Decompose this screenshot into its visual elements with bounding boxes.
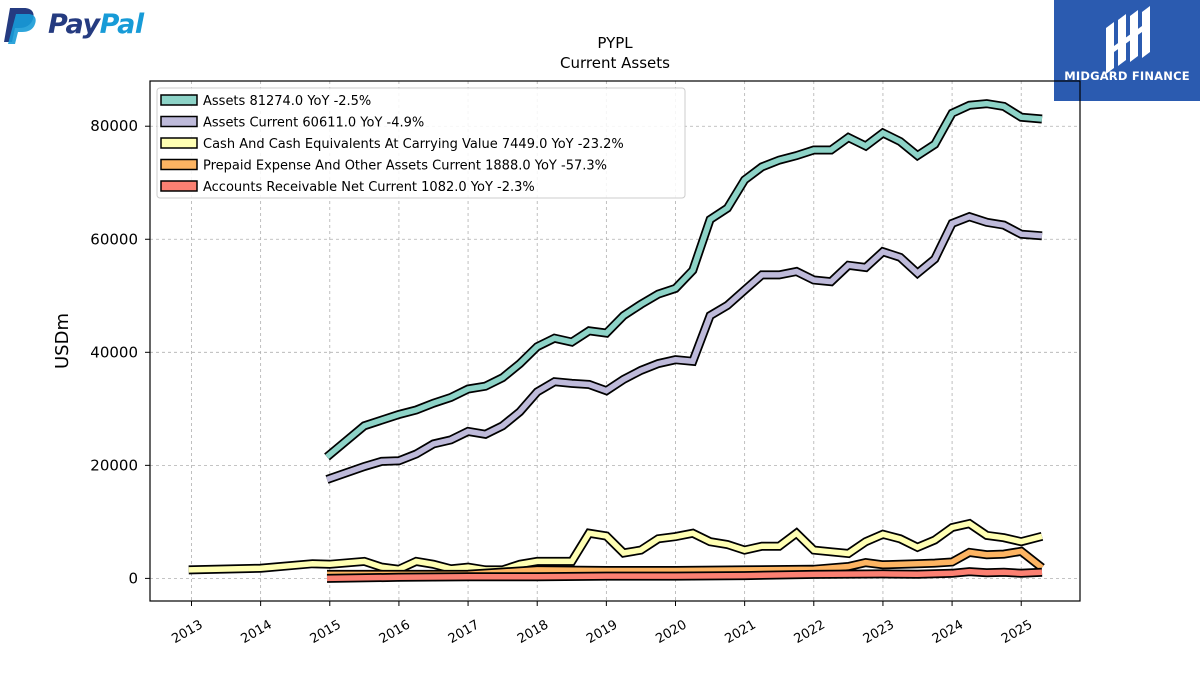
series-line-2 xyxy=(188,520,1043,573)
chart-subtitle: Current Assets xyxy=(560,54,670,72)
y-axis-label: USDm xyxy=(52,313,73,369)
legend-swatch xyxy=(160,94,198,106)
plot-frame xyxy=(149,80,1081,602)
legend-entry-label: Assets 81274.0 YoY -2.5% xyxy=(203,94,371,109)
chart-title: PYPL xyxy=(597,34,633,52)
paypal-logo-text-pay: Pay xyxy=(48,9,100,40)
x-tick-label: 2025 xyxy=(999,617,1035,647)
y-tick-label: 60000 xyxy=(90,230,138,248)
legend-swatch xyxy=(160,180,198,192)
legend-entry-label: Assets Current 60611.0 YoY -4.9% xyxy=(203,116,424,131)
midgard-finance-text: MIDGARD FINANCE xyxy=(1064,69,1190,83)
y-tick-label: 20000 xyxy=(90,456,138,474)
legend-swatch xyxy=(160,137,198,149)
x-tick-label: 2020 xyxy=(653,617,689,647)
paypal-logo-text-pal: Pal xyxy=(99,9,145,40)
x-tick-label: 2014 xyxy=(238,617,274,647)
series-line-0 xyxy=(325,100,1043,460)
legend-box xyxy=(156,87,686,199)
y-tick-label: 0 xyxy=(128,569,138,587)
series-line-4 xyxy=(326,568,1043,582)
legend-entry-label: Prepaid Expense And Other Assets Current… xyxy=(203,159,607,174)
paypal-mark-icon xyxy=(4,8,36,44)
series-lines xyxy=(188,99,1045,583)
x-tick-label: 2017 xyxy=(446,617,482,647)
legend-swatch xyxy=(160,158,198,171)
x-tick-label: 2024 xyxy=(930,617,966,647)
x-tick-label: 2021 xyxy=(722,617,758,647)
series-line-1 xyxy=(326,213,1043,483)
legend: Assets 81274.0 YoY -2.5% Assets Current 6… xyxy=(156,87,686,199)
paypal-logo: PayPal xyxy=(4,6,174,46)
x-tick-label: 2019 xyxy=(584,617,620,647)
y-tick-label: 80000 xyxy=(90,117,138,135)
paypal-logo-text: PayPal xyxy=(48,9,144,40)
x-tick-label: 2022 xyxy=(792,617,828,647)
series-line-3 xyxy=(327,548,1044,578)
x-tick-label: 2018 xyxy=(515,617,551,647)
x-tick-label: 2015 xyxy=(308,617,344,647)
x-tick-label: 2013 xyxy=(169,617,205,647)
y-tick-label: 40000 xyxy=(90,343,138,361)
midgard-mark-icon xyxy=(1106,6,1150,74)
x-tick-label: 2023 xyxy=(861,617,897,647)
legend-entry-label: Cash And Cash Equivalents At Carrying Va… xyxy=(203,137,624,152)
x-tick-label: 2016 xyxy=(377,617,413,647)
legend-entry-label: Accounts Receivable Net Current 1082.0 Y… xyxy=(203,180,535,195)
midgard-finance-logo: MIDGARD FINANCE xyxy=(1054,0,1200,101)
legend-swatch xyxy=(160,115,198,128)
